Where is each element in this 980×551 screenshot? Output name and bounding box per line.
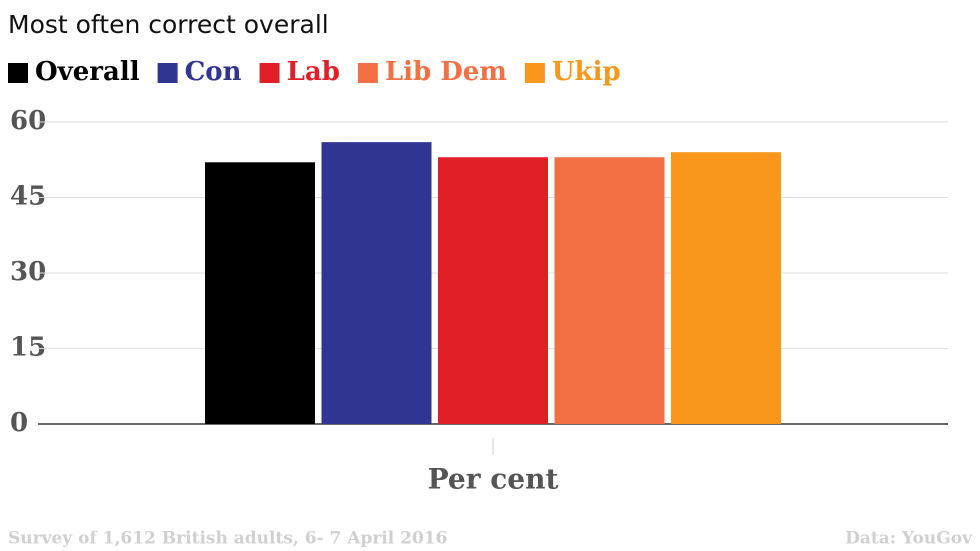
- chart-title: Most often correct overall: [8, 10, 329, 39]
- legend-label: Con: [185, 57, 242, 87]
- legend-label: Overall: [35, 57, 140, 87]
- bar: [438, 157, 548, 424]
- legend-label: Lib Dem: [385, 57, 507, 87]
- bar: [554, 157, 665, 424]
- y-tick-label: 15: [10, 333, 46, 363]
- y-tick-label: 30: [10, 257, 46, 287]
- legend-label: Lab: [287, 57, 340, 87]
- legend-swatch: [357, 63, 378, 83]
- legend-swatch: [524, 63, 545, 83]
- bar: [671, 152, 781, 424]
- source: Data: YouGov: [845, 529, 973, 549]
- y-tick-label: 0: [10, 408, 28, 438]
- legend-swatch: [259, 63, 280, 83]
- legend-label: Ukip: [552, 57, 621, 87]
- bar: [321, 142, 432, 424]
- y-tick-label: 60: [10, 106, 46, 136]
- legend-swatch: [8, 63, 28, 83]
- x-tick-label: Per cent: [428, 463, 559, 496]
- bar: [205, 162, 315, 424]
- legend-swatch: [157, 63, 178, 83]
- y-tick-label: 45: [10, 182, 46, 212]
- note: Survey of 1,612 British adults, 6- 7 Apr…: [8, 529, 447, 549]
